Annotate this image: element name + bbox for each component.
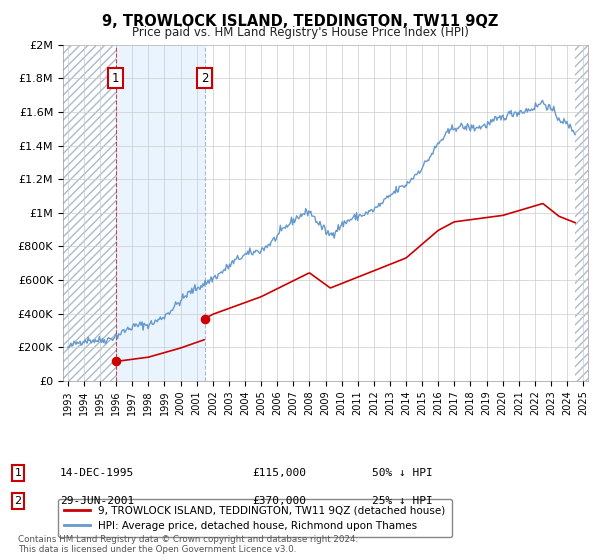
Text: £115,000: £115,000 xyxy=(252,468,306,478)
Legend: 9, TROWLOCK ISLAND, TEDDINGTON, TW11 9QZ (detached house), HPI: Average price, d: 9, TROWLOCK ISLAND, TEDDINGTON, TW11 9QZ… xyxy=(58,499,452,537)
Point xyxy=(111,357,121,366)
Text: 14-DEC-1995: 14-DEC-1995 xyxy=(60,468,134,478)
Bar xyxy=(116,45,205,381)
Text: Contains HM Land Registry data © Crown copyright and database right 2024.
This d: Contains HM Land Registry data © Crown c… xyxy=(18,535,358,554)
Text: 9, TROWLOCK ISLAND, TEDDINGTON, TW11 9QZ: 9, TROWLOCK ISLAND, TEDDINGTON, TW11 9QZ xyxy=(102,14,498,29)
Text: 2: 2 xyxy=(201,72,208,85)
Text: 1: 1 xyxy=(112,72,119,85)
Text: 29-JUN-2001: 29-JUN-2001 xyxy=(60,496,134,506)
Text: 2: 2 xyxy=(14,496,22,506)
Text: 1: 1 xyxy=(14,468,22,478)
Bar xyxy=(63,45,116,381)
Text: 50% ↓ HPI: 50% ↓ HPI xyxy=(372,468,433,478)
Point xyxy=(200,314,209,323)
Text: Price paid vs. HM Land Registry's House Price Index (HPI): Price paid vs. HM Land Registry's House … xyxy=(131,26,469,39)
Text: 25% ↓ HPI: 25% ↓ HPI xyxy=(372,496,433,506)
Bar xyxy=(575,45,588,381)
Text: £370,000: £370,000 xyxy=(252,496,306,506)
